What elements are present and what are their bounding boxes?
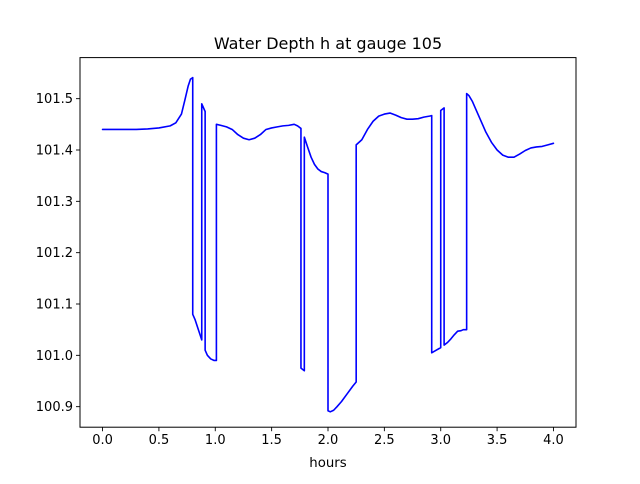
x-tick-label: 2.5 <box>374 433 395 448</box>
plot-area <box>101 76 555 413</box>
x-tick-label: 0.5 <box>149 433 170 448</box>
y-axis: 100.9 101.0 101.1 101.2 101.3 101.4 101.5 <box>36 92 80 415</box>
y-tick-label: 101.4 <box>36 144 73 159</box>
y-tick-label: 101.5 <box>36 92 73 107</box>
x-tick-label: 4.0 <box>543 433 564 448</box>
y-tick-label: 101.1 <box>36 298 73 313</box>
y-tick-label: 101.2 <box>36 246 73 261</box>
x-axis-label: hours <box>309 456 346 471</box>
x-tick-label: 2.0 <box>318 433 339 448</box>
chart-title: Water Depth h at gauge 105 <box>214 34 442 53</box>
y-tick-label: 101.0 <box>36 349 73 364</box>
x-tick-label: 1.5 <box>261 433 282 448</box>
series-line-0 <box>101 76 555 413</box>
x-tick-label: 0.0 <box>92 433 113 448</box>
x-axis: 0.0 0.5 1.0 1.5 2.0 2.5 3.0 3.5 4.0 <box>92 427 564 448</box>
y-tick-label: 100.9 <box>36 400 73 415</box>
y-tick-label: 101.3 <box>36 195 73 210</box>
x-tick-label: 3.5 <box>487 433 508 448</box>
x-tick-label: 3.0 <box>430 433 451 448</box>
x-tick-label: 1.0 <box>205 433 226 448</box>
